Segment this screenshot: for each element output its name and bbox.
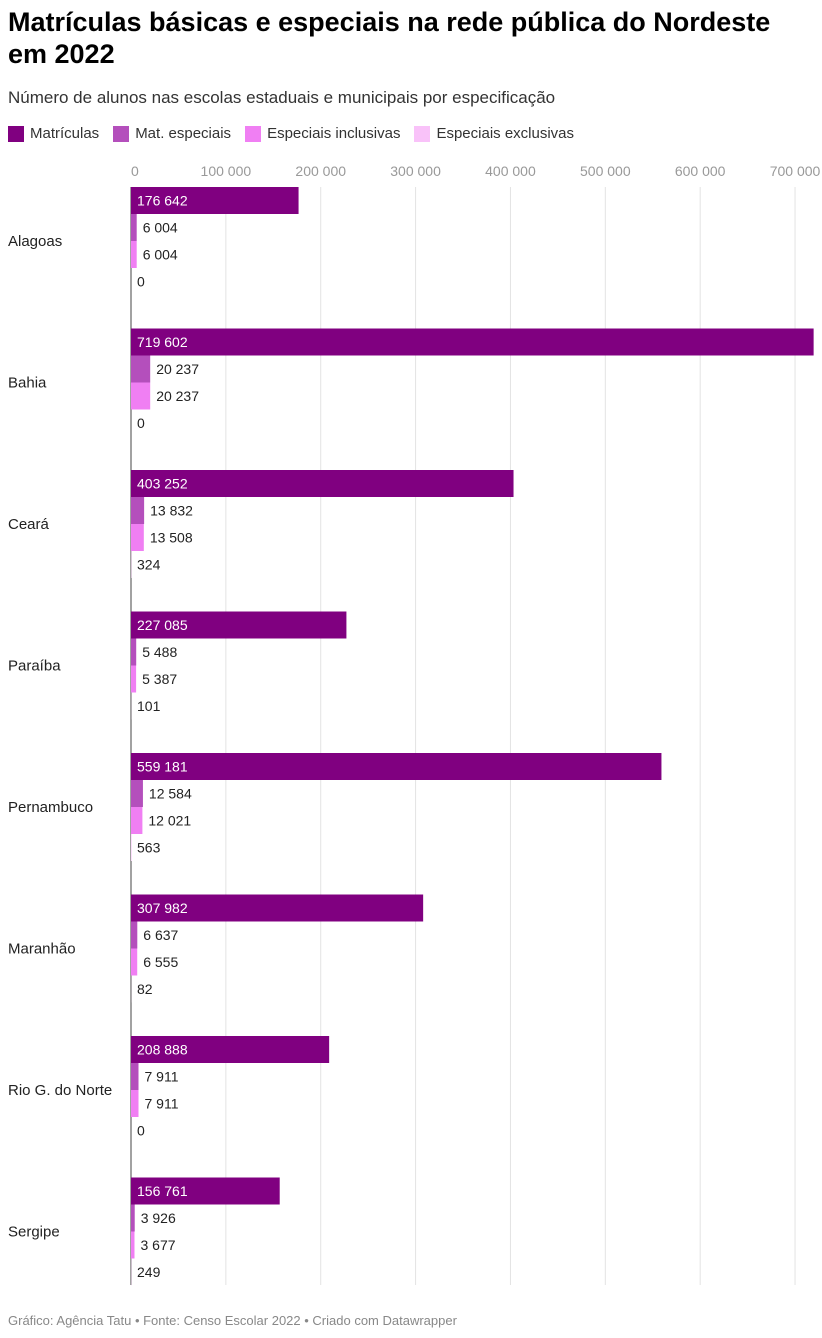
bar — [131, 1063, 139, 1090]
bar — [131, 1204, 135, 1232]
data-label: 559 181 — [137, 759, 188, 775]
category-label: Bahia — [8, 375, 47, 392]
bar — [131, 328, 814, 356]
data-label: 156 761 — [137, 1183, 188, 1199]
x-tick-label: 0 — [131, 163, 139, 179]
x-tick-label: 400 000 — [485, 163, 536, 179]
data-label: 227 085 — [137, 617, 188, 633]
x-tick-label: 500 000 — [580, 163, 631, 179]
bar — [131, 753, 662, 780]
bar — [131, 382, 151, 410]
bar — [131, 214, 137, 241]
data-label: 3 926 — [141, 1210, 176, 1226]
legend: Matrículas Mat. especiais Especiais incl… — [8, 125, 588, 142]
legend-item-especiais-exclusivas: Especiais exclusivas — [414, 125, 574, 142]
category-label: Paraíba — [8, 658, 61, 675]
legend-label-especiais-inclusivas: Especiais inclusivas — [267, 125, 401, 142]
category-label: Ceará — [8, 516, 50, 533]
bar — [131, 470, 514, 497]
data-label: 719 602 — [137, 334, 188, 350]
bar — [131, 1177, 280, 1205]
bar — [131, 524, 144, 551]
data-label: 208 888 — [137, 1042, 188, 1058]
legend-swatch-especiais-inclusivas — [245, 125, 262, 142]
data-label: 82 — [137, 981, 153, 997]
bar — [131, 638, 137, 666]
x-tick-label: 600 000 — [675, 163, 726, 179]
category-label: Rio G. do Norte — [8, 1082, 112, 1099]
legend-item-mat-especiais: Mat. especiais — [113, 125, 231, 142]
legend-swatch-especiais-exclusivas — [414, 125, 431, 142]
bar — [131, 355, 151, 383]
legend-label-matriculas: Matrículas — [30, 125, 100, 142]
data-label: 563 — [137, 840, 161, 856]
data-label: 13 508 — [150, 530, 193, 546]
data-label: 12 584 — [149, 786, 192, 802]
data-label: 20 237 — [156, 388, 199, 404]
x-tick-label: 200 000 — [295, 163, 346, 179]
data-label: 13 832 — [150, 503, 193, 519]
legend-swatch-matriculas — [8, 125, 24, 142]
data-label: 6 637 — [143, 927, 178, 943]
legend-swatch-mat-especiais — [113, 125, 130, 142]
x-tick-label: 100 000 — [201, 163, 252, 179]
bar — [131, 834, 132, 861]
x-tick-label: 300 000 — [390, 163, 441, 179]
data-label: 403 252 — [137, 476, 188, 492]
data-label: 7 911 — [145, 1069, 179, 1085]
data-label: 176 642 — [137, 193, 188, 209]
bar — [131, 1090, 139, 1117]
bar-chart: 0 100 000 200 000 300 000 400 000 500 000 600 … — [8, 163, 821, 1286]
data-label: 324 — [137, 557, 161, 573]
bar — [131, 894, 424, 922]
data-label: 6 004 — [143, 220, 178, 236]
data-label: 5 387 — [142, 671, 177, 687]
legend-label-especiais-exclusivas: Especiais exclusivas — [436, 125, 575, 142]
data-label: 0 — [137, 1123, 145, 1139]
data-label: 3 677 — [140, 1237, 175, 1253]
bar — [131, 948, 138, 976]
category-label: Pernambuco — [8, 799, 93, 816]
bar — [131, 665, 137, 693]
data-label: 101 — [137, 698, 161, 714]
data-label: 0 — [137, 274, 145, 290]
data-label: 6 004 — [143, 247, 178, 263]
chart-footer: Gráfico: Agência Tatu • Fonte: Censo Esc… — [8, 1313, 457, 1328]
category-label: Maranhão — [8, 941, 76, 958]
data-label: 20 237 — [156, 361, 199, 377]
category-label: Sergipe — [8, 1224, 60, 1241]
data-label: 0 — [137, 415, 145, 431]
data-label: 12 021 — [148, 813, 191, 829]
bar — [131, 780, 143, 807]
legend-label-mat-especiais: Mat. especiais — [135, 125, 232, 142]
bar — [131, 921, 138, 949]
bar — [131, 497, 145, 524]
data-label: 307 982 — [137, 900, 188, 916]
legend-item-especiais-inclusivas: Especiais inclusivas — [245, 125, 400, 142]
bar — [131, 1036, 330, 1063]
x-tick-label: 700 000 — [770, 163, 821, 179]
bar — [131, 1231, 135, 1259]
data-label: 249 — [137, 1264, 161, 1280]
bar — [131, 611, 347, 639]
legend-item-matriculas: Matrículas — [8, 125, 99, 142]
chart-title: Matrículas básicas e especiais na rede p… — [8, 7, 771, 69]
category-label: Alagoas — [8, 233, 62, 250]
data-label: 6 555 — [143, 954, 178, 970]
chart-subtitle: Número de alunos nas escolas estaduais e… — [8, 88, 556, 107]
data-label: 7 911 — [145, 1096, 179, 1112]
data-label: 5 488 — [142, 644, 177, 660]
bar — [131, 807, 143, 834]
bar — [131, 187, 299, 214]
bar — [131, 241, 137, 268]
